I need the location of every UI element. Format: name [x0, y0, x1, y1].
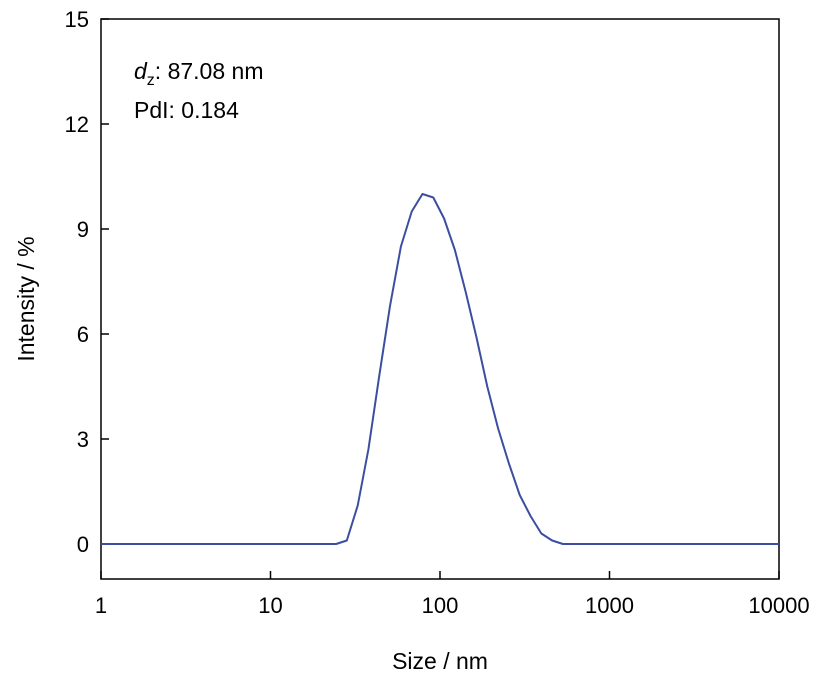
y-axis-title: Intensity / %	[13, 236, 39, 361]
series-layer	[101, 193, 779, 545]
dz-symbol: d	[134, 58, 148, 84]
x-tick-label: 1	[95, 593, 107, 618]
x-axis-title: Size / nm	[392, 648, 488, 674]
x-tick-label: 1000	[585, 593, 634, 618]
y-tick-label: 9	[77, 217, 89, 242]
y-tick-label: 3	[77, 427, 89, 452]
x-tick-label: 10	[258, 593, 282, 618]
y-tick-label: 6	[77, 322, 89, 347]
y-axis: 0 3 6 9 12 15	[65, 7, 109, 557]
y-tick-label: 12	[65, 112, 89, 137]
x-tick-label: 10000	[748, 593, 809, 618]
x-axis: 1 10 100 1000 10000	[95, 571, 810, 618]
intensity-series-line	[101, 193, 779, 545]
y-tick-label: 15	[65, 7, 89, 32]
dz-subscript: z	[147, 72, 155, 89]
dz-annotation: dz: 87.08 nm	[134, 58, 263, 89]
dz-value: : 87.08 nm	[155, 58, 264, 84]
x-tick-label: 100	[422, 593, 459, 618]
pdi-annotation: PdI: 0.184	[134, 97, 239, 123]
y-tick-label: 0	[77, 532, 89, 557]
